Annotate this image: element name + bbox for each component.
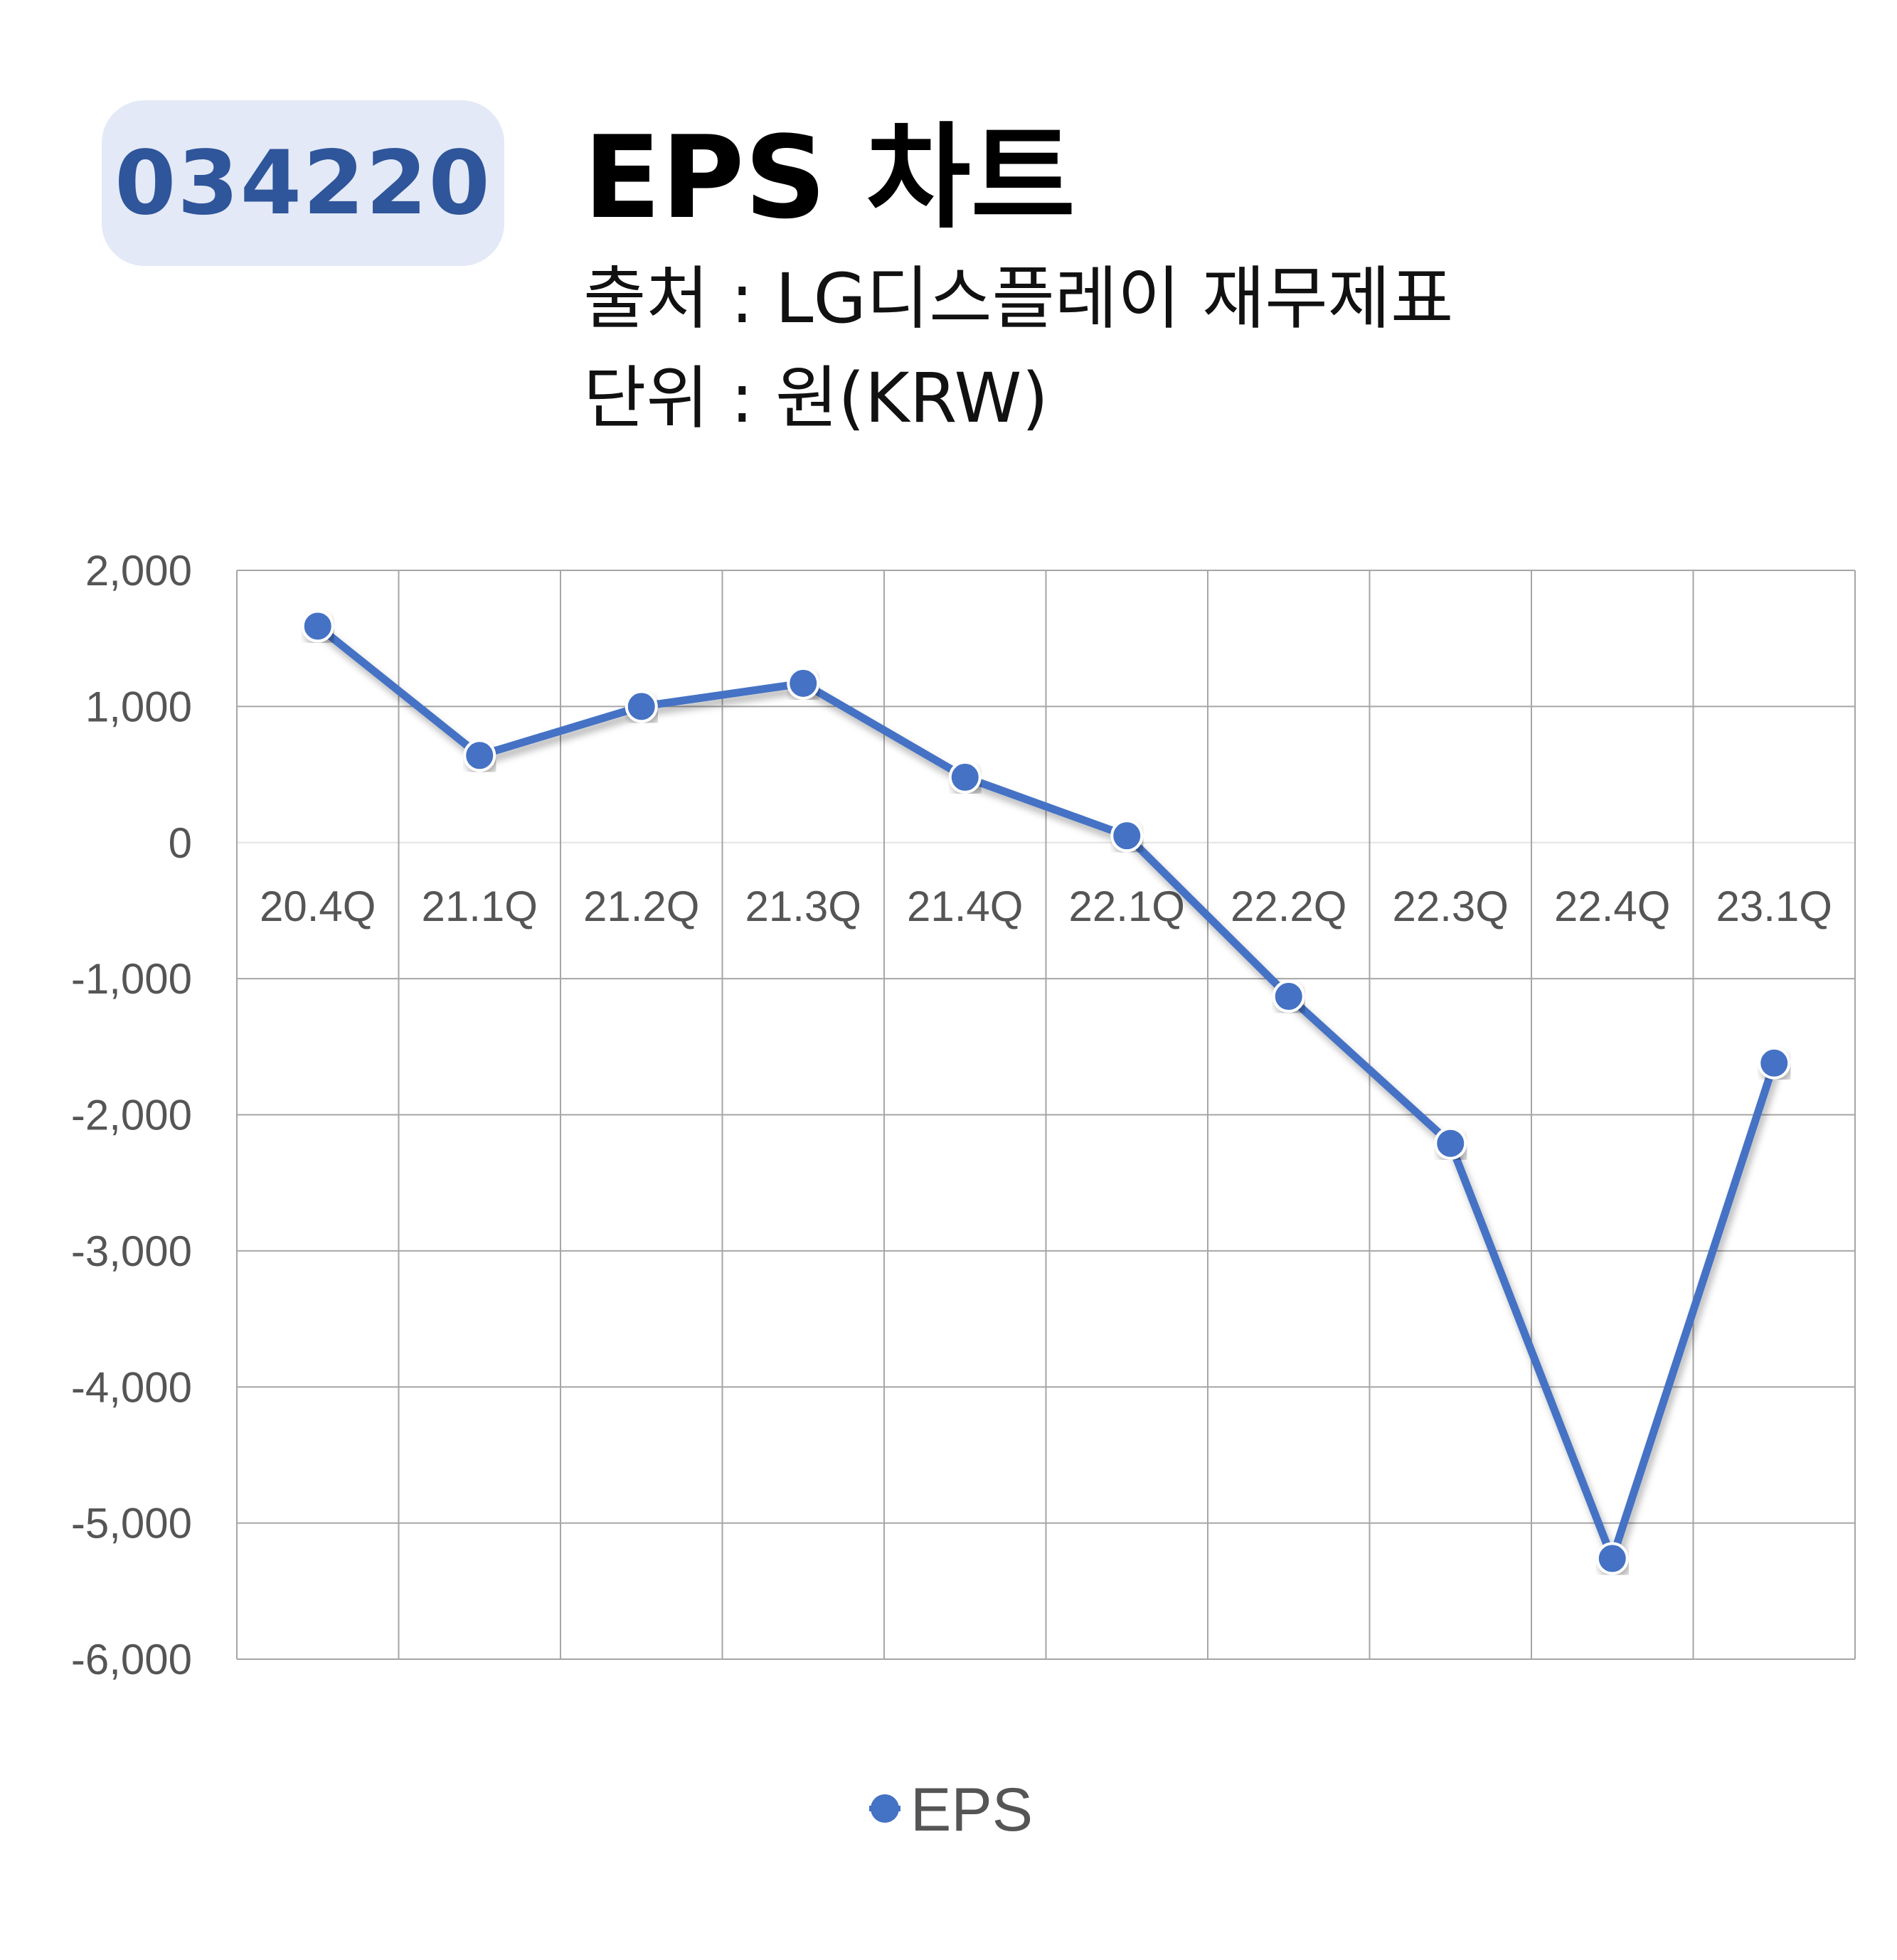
x-tick-label: 21.4Q [907, 883, 1023, 930]
series-eps [301, 609, 1791, 1575]
data-point [463, 739, 496, 772]
chart-title: EPS 차트 [583, 111, 1075, 244]
x-tick-label: 22.2Q [1231, 883, 1346, 930]
legend-marker [871, 1794, 899, 1823]
x-tick-label: 21.1Q [422, 883, 538, 930]
x-tick-label: 21.2Q [583, 883, 699, 930]
x-tick-label: 22.1Q [1069, 883, 1185, 930]
y-tick-label: -5,000 [71, 1500, 192, 1548]
y-tick-label: -4,000 [71, 1363, 192, 1411]
series-line [314, 622, 1778, 1562]
ticker-code: 034220 [115, 132, 491, 235]
x-tick-label: 22.3Q [1393, 883, 1509, 930]
data-point [1110, 819, 1144, 853]
source-label: 출처 : LG디스플레이 재무제표 [583, 259, 1454, 339]
data-point [948, 760, 982, 794]
y-tick-label: 1,000 [85, 683, 192, 730]
grid-lines [236, 570, 1856, 1660]
data-point [625, 690, 658, 723]
data-point [787, 666, 820, 700]
y-axis-tick-labels: 2,000 1,000 0 -1,000 -2,000 -3,000 -4,000 -5,00… [71, 547, 192, 1683]
y-tick-label: -6,000 [71, 1636, 192, 1683]
data-point [1434, 1127, 1467, 1160]
data-point [1758, 1046, 1791, 1080]
x-tick-label: 23.1Q [1716, 883, 1832, 930]
y-tick-label: -2,000 [71, 1092, 192, 1139]
data-point [1595, 1542, 1629, 1575]
legend-label-eps: EPS [910, 1776, 1033, 1844]
y-tick-label: -3,000 [71, 1227, 192, 1275]
unit-label: 단위 : 원(KRW) [583, 358, 1048, 438]
y-tick-label: -1,000 [71, 955, 192, 1003]
legend: EPS [869, 1776, 1033, 1844]
x-tick-label: 22.4Q [1554, 883, 1670, 930]
data-point [301, 609, 334, 643]
data-point [1272, 980, 1305, 1013]
x-tick-label: 20.4Q [260, 883, 376, 930]
ticker-badge: 034220 [102, 100, 504, 266]
y-tick-label: 0 [169, 819, 192, 867]
x-axis-tick-labels: 20.4Q 21.1Q 21.2Q 21.3Q 21.4Q 22.1Q 22.2Q 22.3Q… [260, 883, 1832, 930]
x-tick-label: 21.3Q [745, 883, 861, 930]
y-tick-label: 2,000 [85, 547, 192, 595]
